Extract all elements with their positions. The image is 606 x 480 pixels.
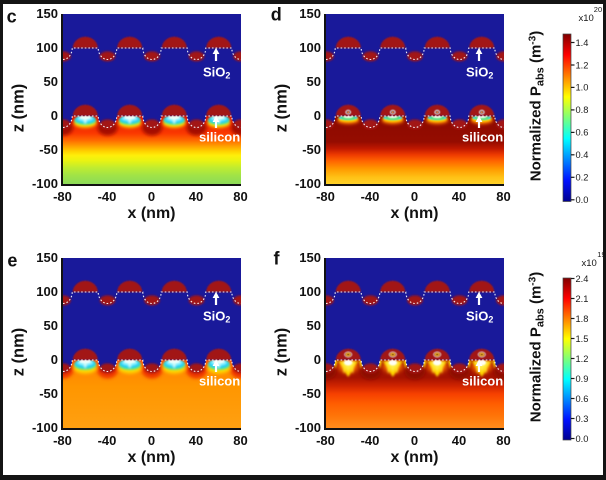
svg-text:0.6: 0.6 (575, 393, 588, 403)
svg-text:0.6: 0.6 (575, 128, 588, 138)
svg-text:1.2: 1.2 (575, 353, 588, 363)
svg-text:1.0: 1.0 (575, 83, 588, 93)
svg-text:2.4: 2.4 (575, 274, 588, 284)
svg-text:0.8: 0.8 (575, 105, 588, 115)
svg-text:0.9: 0.9 (575, 373, 588, 383)
svg-text:1.2: 1.2 (575, 60, 588, 70)
svg-text:1.5: 1.5 (575, 333, 588, 343)
svg-text:SiO2: SiO2 (466, 64, 493, 80)
svg-text:0.2: 0.2 (575, 173, 588, 183)
svg-text:0.0: 0.0 (575, 195, 588, 205)
svg-text:silicon: silicon (462, 373, 503, 388)
svg-text:2.1: 2.1 (575, 293, 588, 303)
svg-text:0.0: 0.0 (575, 433, 588, 443)
svg-text:0.3: 0.3 (575, 413, 588, 423)
svg-text:silicon: silicon (199, 129, 240, 144)
svg-text:SiO2: SiO2 (203, 308, 230, 324)
svg-text:SiO2: SiO2 (466, 308, 493, 324)
svg-text:1.8: 1.8 (575, 313, 588, 323)
svg-text:1.4: 1.4 (575, 38, 588, 48)
svg-text:0.4: 0.4 (575, 150, 588, 160)
svg-text:SiO2: SiO2 (203, 64, 230, 80)
svg-text:silicon: silicon (199, 373, 240, 388)
svg-text:silicon: silicon (462, 129, 503, 144)
